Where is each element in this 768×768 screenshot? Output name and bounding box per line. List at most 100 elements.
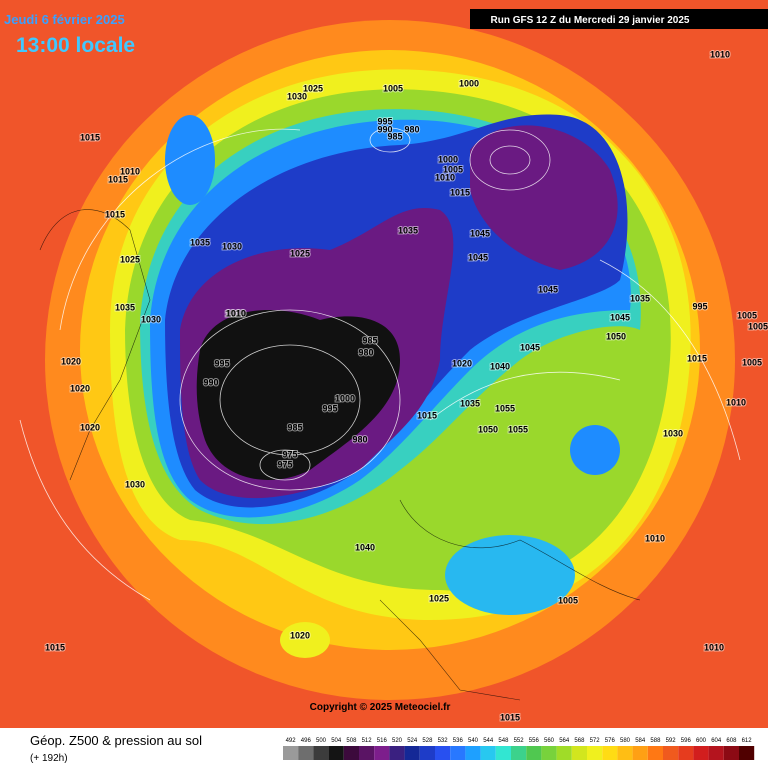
legend-swatch bbox=[359, 746, 375, 760]
legend-label: 552 bbox=[514, 738, 525, 744]
isobar-label: 1020 bbox=[290, 630, 310, 640]
isobar-label: 1055 bbox=[495, 403, 515, 413]
legend-label: 528 bbox=[422, 738, 433, 744]
legend-swatch bbox=[693, 746, 709, 760]
isobar-label: 1035 bbox=[460, 398, 480, 408]
isobar-label: 1035 bbox=[115, 302, 135, 312]
legend-label: 512 bbox=[362, 738, 373, 744]
legend-swatch bbox=[587, 746, 603, 760]
legend-label: 604 bbox=[711, 738, 722, 744]
field bbox=[445, 535, 575, 615]
isobar-label: 1035 bbox=[398, 225, 418, 235]
copyright: Copyright © 2025 Meteociel.fr bbox=[310, 702, 451, 713]
legend-swatch bbox=[541, 746, 557, 760]
isobar-label: 1015 bbox=[417, 410, 437, 420]
coastlines bbox=[39, 209, 641, 701]
legend-label: 520 bbox=[392, 738, 403, 744]
date-label: Jeudi 6 février 2025 bbox=[4, 12, 125, 27]
legend-swatch bbox=[404, 746, 420, 760]
isobar-label: 1030 bbox=[125, 479, 145, 489]
legend-swatch bbox=[450, 746, 466, 760]
run-label: Run GFS 12 Z du Mercredi 29 janvier 2025 bbox=[491, 15, 690, 26]
isobar-label: 985 bbox=[387, 131, 402, 141]
isobar-label: 1020 bbox=[80, 422, 100, 432]
isobar-label: 1035 bbox=[190, 237, 210, 247]
legend-label: 600 bbox=[696, 738, 707, 744]
legend-label: 544 bbox=[483, 738, 494, 744]
isobar-label: 1015 bbox=[108, 174, 128, 184]
isobar-label: 1015 bbox=[500, 712, 520, 722]
legend-swatch bbox=[739, 746, 755, 760]
legend-label: 516 bbox=[377, 738, 388, 744]
isobar-label: 1020 bbox=[70, 383, 90, 393]
field bbox=[570, 425, 620, 475]
legend-label: 588 bbox=[650, 738, 661, 744]
legend-label: 556 bbox=[529, 738, 540, 744]
field bbox=[196, 310, 400, 480]
legend-label: 584 bbox=[635, 738, 646, 744]
isobar-label: 1045 bbox=[538, 284, 558, 294]
legend-swatch bbox=[723, 746, 739, 760]
isobar-label: 1010 bbox=[225, 308, 245, 318]
isobar-label: 1005 bbox=[383, 83, 403, 93]
color-legend: 492 496 500 504 508 512 516 520 524 528 532 536 540 5… bbox=[283, 738, 755, 760]
isobar-label: 995 bbox=[322, 403, 337, 413]
legend-label: 564 bbox=[559, 738, 570, 744]
isobar-label: 1015 bbox=[687, 353, 707, 363]
legend-swatch bbox=[571, 746, 587, 760]
time-label: 13:00 locale bbox=[16, 34, 135, 57]
legend-swatch bbox=[511, 746, 527, 760]
isobar-label: 1045 bbox=[470, 228, 490, 238]
legend-label: 608 bbox=[726, 738, 737, 744]
isobar-label: 1010 bbox=[710, 49, 730, 59]
isobar-label: 1000 bbox=[335, 393, 355, 403]
field bbox=[470, 125, 618, 270]
legend-label: 492 bbox=[286, 738, 297, 744]
legend-label: 576 bbox=[605, 738, 616, 744]
isobar-label: 990 bbox=[203, 377, 218, 387]
isobar-label: 990 bbox=[377, 124, 392, 134]
legend-label: 532 bbox=[438, 738, 449, 744]
isobar-label: 1015 bbox=[450, 187, 470, 197]
legend-label: 536 bbox=[453, 738, 464, 744]
isobar-label: 1015 bbox=[45, 642, 65, 652]
legend-swatch bbox=[617, 746, 633, 760]
legend-label: 612 bbox=[742, 738, 753, 744]
isobar-label: 1045 bbox=[520, 342, 540, 352]
isobar-label: 1000 bbox=[459, 78, 479, 88]
isobar-label: 1005 bbox=[748, 321, 768, 331]
isobar-label: 1010 bbox=[120, 166, 140, 176]
isobar-label: 980 bbox=[352, 434, 367, 444]
field bbox=[165, 115, 215, 205]
isobar-label: 1025 bbox=[290, 248, 310, 258]
isobar-label: 1045 bbox=[468, 252, 488, 262]
isobar-label: 1005 bbox=[558, 595, 578, 605]
legend-label: 592 bbox=[666, 738, 677, 744]
isobar-label: 1020 bbox=[61, 356, 81, 366]
isobar-label: 1005 bbox=[737, 310, 757, 320]
isobar-label: 1035 bbox=[630, 293, 650, 303]
isobar-label: 1015 bbox=[80, 132, 100, 142]
legend-swatch bbox=[602, 746, 618, 760]
legend-swatch bbox=[298, 746, 314, 760]
isobar-lines bbox=[19, 127, 741, 601]
isobar-label: 1010 bbox=[226, 308, 246, 318]
legend-swatch bbox=[283, 746, 299, 760]
legend-label: 524 bbox=[407, 738, 418, 744]
legend-label: 596 bbox=[681, 738, 692, 744]
isobar-label: 1045 bbox=[610, 312, 630, 322]
isobar-label: 1020 bbox=[452, 358, 472, 368]
isobar-label: 1030 bbox=[222, 241, 242, 251]
isobar-label: 1025 bbox=[120, 254, 140, 264]
isobar-label: 1055 bbox=[508, 424, 528, 434]
isobar-label: 1025 bbox=[303, 83, 323, 93]
isobar-label: 1025 bbox=[429, 593, 449, 603]
isobar-label: 995 bbox=[377, 116, 392, 126]
legend-swatch bbox=[663, 746, 679, 760]
legend-label: 568 bbox=[574, 738, 585, 744]
isobar-label: 995 bbox=[692, 301, 707, 311]
isobar-label: 985 bbox=[362, 335, 377, 345]
legend-label: 548 bbox=[498, 738, 509, 744]
isobar-label: 1005 bbox=[742, 357, 762, 367]
